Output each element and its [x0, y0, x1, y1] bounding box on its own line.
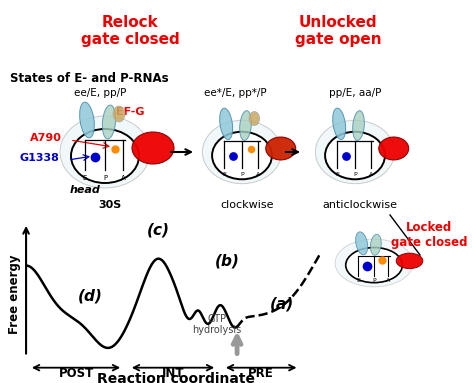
Ellipse shape: [219, 108, 233, 139]
Text: ee/E, pp/P: ee/E, pp/P: [74, 88, 126, 98]
Ellipse shape: [379, 137, 409, 160]
Ellipse shape: [335, 239, 413, 287]
Text: G1338: G1338: [20, 153, 60, 163]
Ellipse shape: [396, 253, 423, 268]
Text: P: P: [372, 278, 376, 283]
Text: (c): (c): [147, 223, 170, 238]
Text: clockwise: clockwise: [220, 200, 274, 210]
Text: E: E: [83, 175, 87, 181]
Text: Reaction coordinate: Reaction coordinate: [97, 372, 255, 383]
Text: P: P: [103, 175, 107, 181]
Text: Unlocked
gate open: Unlocked gate open: [295, 15, 381, 47]
Text: Free energy: Free energy: [8, 254, 21, 334]
Ellipse shape: [60, 116, 150, 188]
Text: A: A: [120, 175, 126, 181]
Text: E: E: [222, 172, 227, 177]
Text: A: A: [255, 172, 260, 177]
Text: 30S: 30S: [99, 200, 122, 210]
Text: E: E: [336, 172, 339, 177]
Text: P: P: [353, 172, 357, 177]
Ellipse shape: [240, 111, 251, 141]
Text: ee*/E, pp*/P: ee*/E, pp*/P: [204, 88, 266, 98]
Text: head: head: [70, 185, 100, 195]
Text: INT: INT: [162, 367, 184, 380]
Ellipse shape: [212, 132, 272, 179]
Text: A: A: [386, 278, 391, 283]
Text: Relock
gate closed: Relock gate closed: [81, 15, 179, 47]
Text: GTP
hydrolysis: GTP hydrolysis: [192, 314, 241, 336]
Text: PRE: PRE: [248, 367, 274, 380]
Ellipse shape: [370, 234, 381, 255]
Text: P: P: [240, 172, 244, 177]
Text: (b): (b): [215, 254, 240, 268]
Ellipse shape: [315, 120, 394, 184]
Ellipse shape: [325, 132, 385, 179]
Ellipse shape: [249, 111, 260, 126]
Ellipse shape: [353, 111, 365, 141]
Ellipse shape: [202, 120, 282, 184]
Ellipse shape: [113, 106, 125, 122]
Ellipse shape: [266, 137, 296, 160]
Ellipse shape: [356, 232, 368, 255]
Text: A790: A790: [30, 133, 62, 143]
Ellipse shape: [333, 108, 346, 139]
Text: (a): (a): [270, 296, 294, 311]
Text: anticlockwise: anticlockwise: [322, 200, 398, 210]
Text: E: E: [356, 278, 360, 283]
Text: POST: POST: [58, 367, 94, 380]
Text: Locked
gate closed: Locked gate closed: [391, 221, 467, 249]
Ellipse shape: [346, 247, 402, 283]
Text: EF-G: EF-G: [116, 107, 144, 117]
Text: A: A: [369, 172, 373, 177]
Text: pp/E, aa/P: pp/E, aa/P: [329, 88, 381, 98]
Ellipse shape: [102, 105, 116, 139]
Ellipse shape: [80, 102, 94, 138]
Text: (d): (d): [78, 289, 103, 304]
Text: States of E- and P-RNAs: States of E- and P-RNAs: [10, 72, 169, 85]
Ellipse shape: [132, 132, 174, 164]
Ellipse shape: [71, 129, 139, 183]
